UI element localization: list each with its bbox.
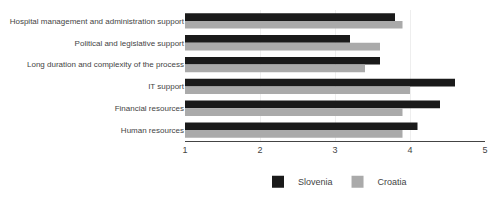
svg-text:IT support: IT support (148, 82, 185, 91)
svg-text:Hospital management and admini: Hospital management and administration s… (10, 17, 185, 26)
svg-text:3: 3 (332, 145, 337, 155)
svg-text:Human resources: Human resources (121, 126, 184, 135)
svg-text:Slovenia: Slovenia (298, 177, 333, 187)
svg-text:Long duration and complexity o: Long duration and complexity of the proc… (27, 60, 184, 69)
svg-text:5: 5 (482, 145, 487, 155)
svg-text:Financial resources: Financial resources (115, 104, 184, 113)
svg-text:1: 1 (182, 145, 187, 155)
svg-text:2: 2 (257, 145, 262, 155)
svg-text:4: 4 (407, 145, 412, 155)
svg-text:Political and legislative supp: Political and legislative support (75, 39, 185, 48)
svg-text:Croatia: Croatia (378, 177, 407, 187)
